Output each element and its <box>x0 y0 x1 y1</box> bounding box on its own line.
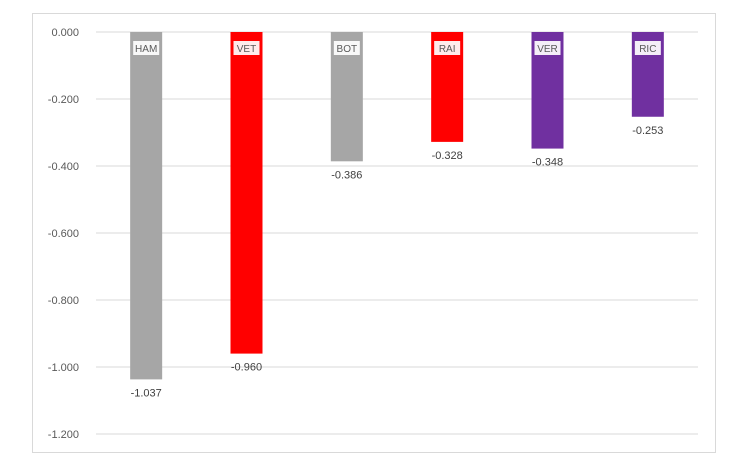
gridlines <box>96 31 698 435</box>
bars <box>130 32 664 380</box>
data-labels: -1.037 -0.960 -0.386 -0.328 -0.348 -0.253 <box>131 125 664 400</box>
category-label-background <box>434 41 461 55</box>
category-label-background <box>333 41 360 55</box>
bar-ham <box>130 32 163 380</box>
y-tick-label: 0.000 <box>51 27 79 39</box>
data-label: -1.037 <box>131 387 162 399</box>
data-label: -0.386 <box>331 169 362 181</box>
category-label: RAI <box>439 44 456 55</box>
data-label: -0.253 <box>632 125 663 137</box>
data-label: -0.348 <box>532 157 563 169</box>
category-label-background <box>534 41 561 55</box>
category-label-background <box>133 41 160 55</box>
data-label: -0.328 <box>432 150 463 162</box>
category-label: BOT <box>337 44 358 55</box>
y-tick-label: -0.200 <box>48 94 79 106</box>
y-tick-label: -0.400 <box>48 161 79 173</box>
category-label-background <box>634 41 661 55</box>
y-tick-label: -1.200 <box>48 429 79 441</box>
data-label: -0.960 <box>231 362 262 374</box>
bar-vet <box>230 32 263 354</box>
category-label: VER <box>537 44 558 55</box>
category-label: HAM <box>135 44 157 55</box>
y-axis-tick-labels: 0.000 -0.200 -0.400 -0.600 -0.800 -1.000 -1.20… <box>48 27 79 441</box>
category-label: VET <box>237 44 256 55</box>
category-label-background <box>233 41 260 55</box>
category-labels: HAM VET BOT RAI VER RIC <box>133 41 661 55</box>
y-tick-label: -1.000 <box>48 362 79 374</box>
category-label: RIC <box>639 44 656 55</box>
y-tick-label: -0.600 <box>48 228 79 240</box>
y-tick-label: -0.800 <box>48 295 79 307</box>
